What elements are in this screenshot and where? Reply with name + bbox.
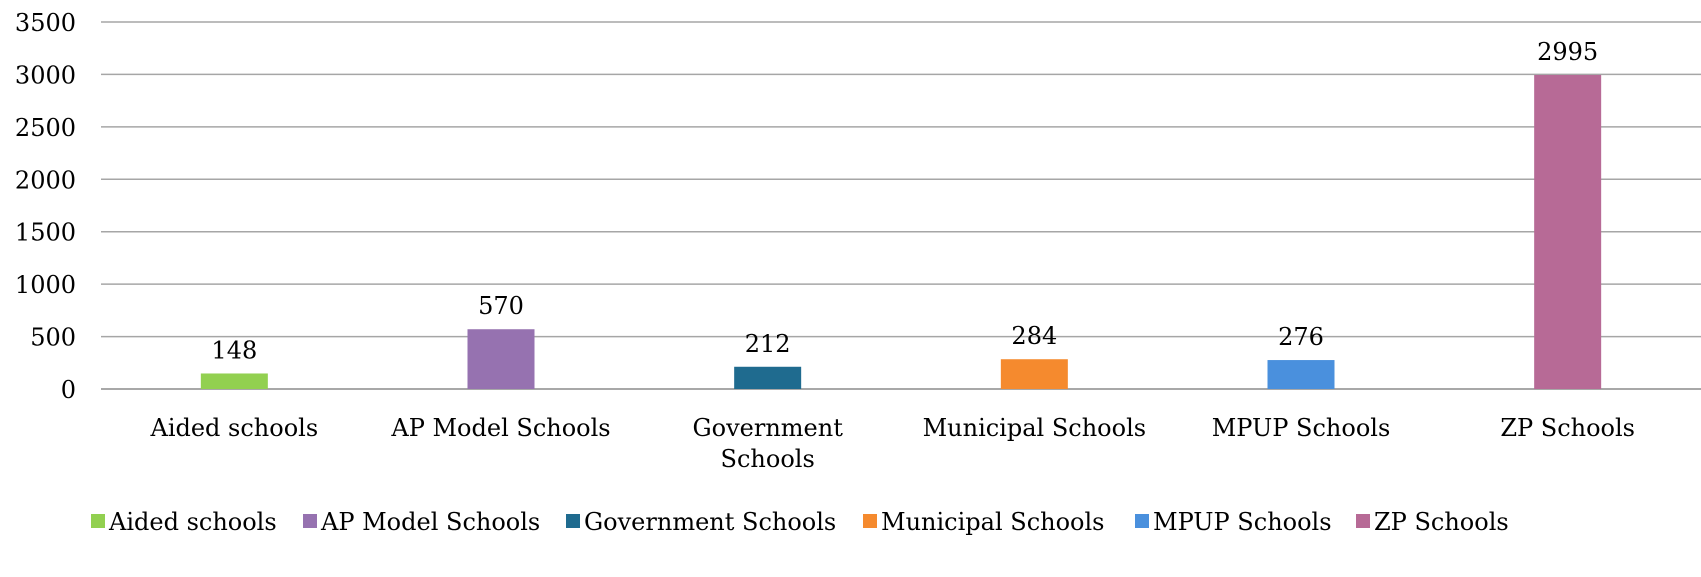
legend-swatch: [91, 514, 105, 528]
y-tick-label: 1500: [15, 219, 76, 247]
bar-mpup-schools: [1267, 360, 1335, 389]
y-tick-label: 1000: [15, 271, 76, 299]
data-label: 212: [745, 330, 791, 358]
legend-swatch: [303, 514, 317, 528]
legend-swatch: [1135, 514, 1149, 528]
x-tick-label: ZP Schools: [1500, 414, 1635, 442]
x-tick-label: Aided schools: [149, 414, 318, 442]
y-tick-label: 0: [61, 376, 76, 404]
data-label: 570: [478, 292, 524, 320]
y-tick-label: 3000: [15, 61, 76, 89]
x-axis-tick-labels: Aided schools AP Model Schools Government S…: [149, 414, 1635, 473]
data-label: 2995: [1537, 38, 1598, 66]
legend-label: Municipal Schools: [881, 508, 1105, 536]
legend-label: Aided schools: [108, 508, 277, 536]
bar-aided-schools: [200, 373, 268, 389]
bar-ap-model-schools: [467, 329, 535, 389]
data-label: 276: [1278, 323, 1324, 351]
x-tick-label-line: Aided schools: [149, 414, 318, 442]
gridlines: [101, 21, 1701, 390]
x-tick-label-line: AP Model Schools: [390, 414, 610, 442]
x-tick-label: MPUP Schools: [1212, 414, 1391, 442]
legend-swatch: [1356, 514, 1370, 528]
bar-zp-schools: [1534, 74, 1602, 390]
x-tick-label: Government Schools: [692, 414, 843, 473]
bars: [200, 74, 1602, 390]
y-axis-tick-labels: 0 500 1000 1500 2000 2500 3000 3500: [15, 9, 76, 404]
x-tick-label-line: Municipal Schools: [923, 414, 1147, 442]
bar-government-schools: [734, 366, 802, 389]
data-label: 148: [211, 336, 257, 364]
legend-label: MPUP Schools: [1153, 508, 1332, 536]
legend-label: ZP Schools: [1374, 508, 1509, 536]
legend-swatch: [863, 514, 877, 528]
bar-municipal-schools: [1000, 359, 1068, 389]
y-tick-label: 500: [30, 324, 76, 352]
legend-label: AP Model Schools: [320, 508, 540, 536]
legend-swatch: [566, 514, 580, 528]
legend: Aided schools AP Model Schools Government …: [91, 508, 1509, 536]
x-tick-label-line: ZP Schools: [1500, 414, 1635, 442]
data-label: 284: [1011, 322, 1057, 350]
x-tick-label: Municipal Schools: [923, 414, 1147, 442]
data-labels: 148 570 212 284 276 2995: [211, 38, 1598, 365]
x-tick-label-line: Government: [692, 414, 843, 442]
y-tick-label: 2500: [15, 114, 76, 142]
x-tick-label: AP Model Schools: [390, 414, 610, 442]
y-tick-label: 3500: [15, 9, 76, 37]
y-tick-label: 2000: [15, 166, 76, 194]
legend-label: Government Schools: [584, 508, 836, 536]
x-tick-label-line: MPUP Schools: [1212, 414, 1391, 442]
x-tick-label-line: Schools: [721, 445, 815, 473]
